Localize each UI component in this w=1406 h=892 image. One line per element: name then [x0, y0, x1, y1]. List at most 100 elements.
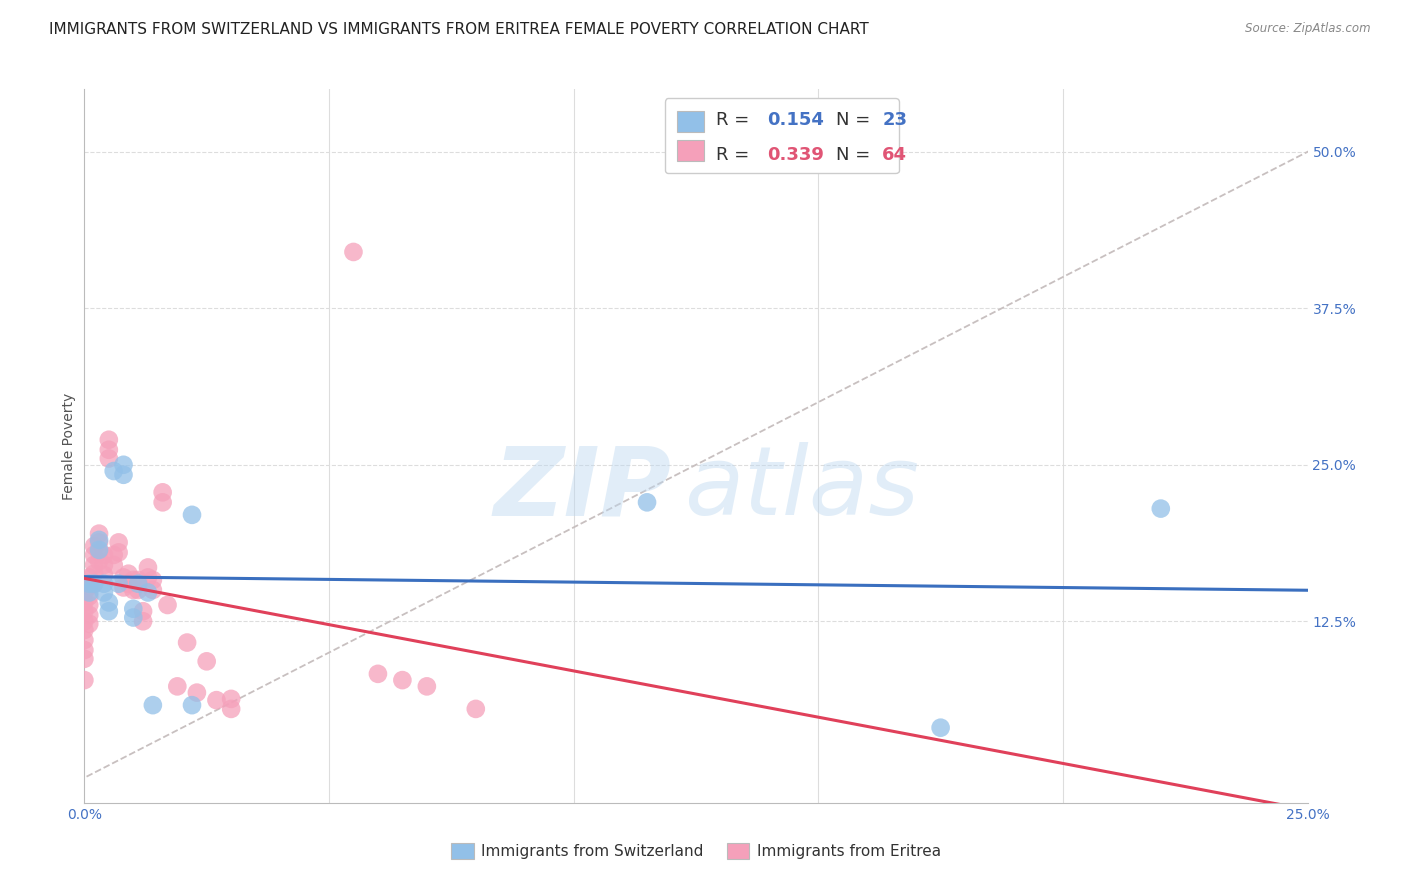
Point: [181, 508, 204, 522]
Legend: Immigrants from Switzerland, Immigrants from Eritrea: Immigrants from Switzerland, Immigrants …: [443, 835, 949, 866]
Point: [112, 467, 135, 482]
Point: [156, 598, 179, 612]
Text: 23: 23: [883, 112, 907, 129]
Point: [83, 576, 105, 591]
Point: [77, 616, 100, 631]
Point: [127, 582, 149, 597]
Text: 0.339: 0.339: [768, 145, 824, 164]
Text: atlas: atlas: [683, 442, 918, 535]
Point: [929, 721, 952, 735]
Point: [93, 558, 115, 572]
Point: [93, 568, 115, 582]
Point: [93, 585, 115, 599]
Point: [142, 573, 165, 587]
Point: [416, 679, 439, 693]
Point: [97, 433, 120, 447]
Point: [73, 633, 96, 648]
Point: [117, 576, 139, 591]
Point: [112, 458, 135, 472]
Point: [132, 614, 155, 628]
Point: [127, 576, 149, 591]
Point: [122, 610, 145, 624]
Point: [142, 698, 165, 713]
Point: [73, 623, 96, 637]
Point: [122, 582, 145, 597]
Point: [107, 535, 129, 549]
Point: [464, 702, 486, 716]
Point: [127, 573, 149, 587]
Point: [83, 558, 105, 572]
Text: 64: 64: [883, 145, 907, 164]
Point: [219, 702, 242, 716]
Point: [77, 570, 100, 584]
Text: Source: ZipAtlas.com: Source: ZipAtlas.com: [1246, 22, 1371, 36]
Point: [77, 589, 100, 603]
Point: [122, 573, 145, 587]
Point: [136, 585, 159, 599]
Text: IMMIGRANTS FROM SWITZERLAND VS IMMIGRANTS FROM ERITREA FEMALE POVERTY CORRELATIO: IMMIGRANTS FROM SWITZERLAND VS IMMIGRANT…: [49, 22, 869, 37]
Point: [97, 442, 120, 457]
Text: N =: N =: [835, 145, 876, 164]
Point: [107, 545, 129, 559]
Point: [176, 635, 198, 649]
Point: [342, 244, 364, 259]
Point: [636, 495, 658, 509]
Point: [103, 558, 125, 572]
Point: [117, 566, 139, 581]
Point: [97, 595, 120, 609]
Point: [122, 601, 145, 615]
Text: N =: N =: [835, 112, 876, 129]
Point: [87, 554, 110, 568]
Point: [97, 604, 120, 618]
Point: [205, 693, 228, 707]
Point: [142, 582, 165, 597]
Point: [73, 595, 96, 609]
Point: [87, 542, 110, 557]
Point: [73, 673, 96, 687]
Point: [77, 607, 100, 622]
Point: [93, 576, 115, 591]
Point: [77, 585, 100, 599]
Point: [73, 643, 96, 657]
Point: [103, 464, 125, 478]
Point: [73, 585, 96, 599]
Point: [83, 566, 105, 581]
Point: [73, 614, 96, 628]
Point: [107, 576, 129, 591]
Point: [83, 548, 105, 562]
Text: R =: R =: [716, 145, 755, 164]
Point: [103, 548, 125, 562]
Point: [152, 495, 174, 509]
Point: [391, 673, 413, 687]
Point: [77, 576, 100, 591]
Point: [186, 685, 208, 699]
Text: R =: R =: [716, 112, 755, 129]
Point: [73, 576, 96, 591]
Point: [87, 535, 110, 549]
Point: [112, 570, 135, 584]
Text: 0.154: 0.154: [768, 112, 824, 129]
Point: [152, 485, 174, 500]
Point: [166, 679, 188, 693]
Point: [87, 533, 110, 547]
Point: [83, 576, 105, 591]
Point: [87, 545, 110, 559]
Y-axis label: Female Poverty: Female Poverty: [62, 392, 76, 500]
Point: [136, 570, 159, 584]
Point: [181, 698, 204, 713]
Point: [219, 692, 242, 706]
Point: [77, 579, 100, 593]
Point: [112, 581, 135, 595]
Text: ZIP: ZIP: [494, 442, 672, 535]
Point: [136, 560, 159, 574]
Point: [132, 604, 155, 618]
Point: [97, 451, 120, 466]
Point: [93, 548, 115, 562]
Point: [367, 666, 389, 681]
Point: [77, 598, 100, 612]
Point: [87, 526, 110, 541]
Point: [73, 652, 96, 666]
Point: [73, 604, 96, 618]
Point: [195, 654, 218, 668]
Point: [1150, 501, 1173, 516]
